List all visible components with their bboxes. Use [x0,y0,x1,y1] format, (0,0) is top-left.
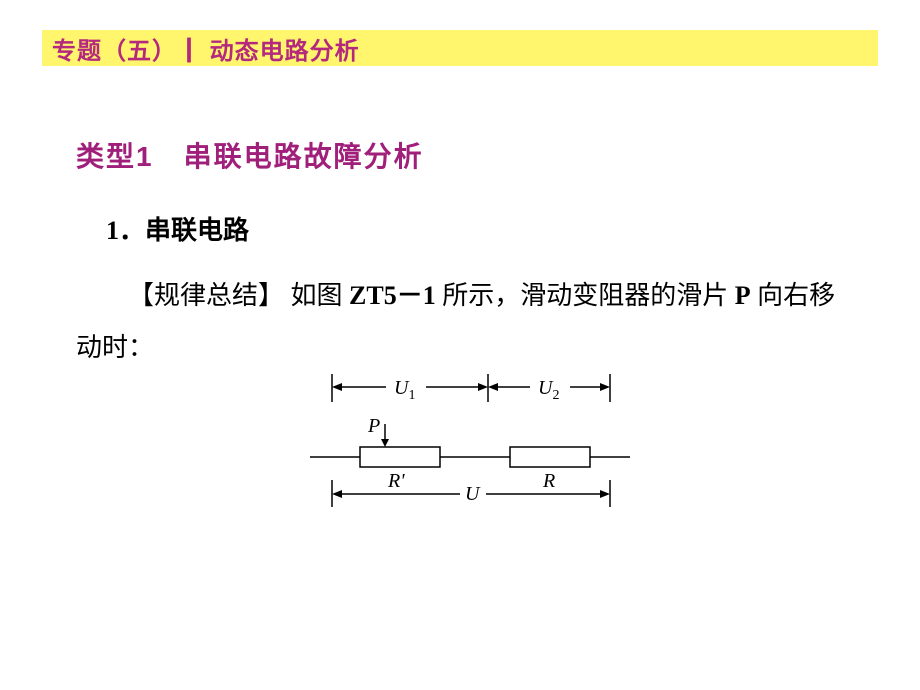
circuit-svg: P R' R U1 U2 U [300,362,640,512]
slider-arrow [381,439,389,447]
label-p: P [367,415,380,437]
header-title: 专题（五）┃ 动态电路分析 [52,31,360,66]
body-suffix: 所示，滑动变阻器的滑片 [436,281,735,310]
resistor-r [510,447,590,467]
body-prefix: 【规律总结】 如图 [128,281,349,310]
circuit-diagram: P R' R U1 U2 U [300,362,640,512]
label-u: U [465,483,481,505]
dim-u-arrow-left [332,490,342,498]
dim-u2-arrow-right [600,383,610,391]
subtitle: 1．串联电路 [106,210,249,247]
label-r: R [542,470,555,492]
dim-u2-arrow-left [488,383,498,391]
label-u1: U1 [394,377,415,403]
header-band: 专题（五）┃ 动态电路分析 [42,30,878,66]
resistor-r-prime [360,447,440,467]
dim-u1-arrow-right [478,383,488,391]
dim-u-arrow-right [600,490,610,498]
dim-u1-arrow-left [332,383,342,391]
label-u2: U2 [538,377,559,403]
label-r-prime: R' [387,470,405,492]
section-title: 类型1 串联电路故障分析 [76,135,424,175]
body-paragraph: 【规律总结】 如图 ZT5－1 所示，滑动变阻器的滑片 P 向右移动时： [76,270,844,374]
figure-ref: ZT5－1 [349,281,436,310]
slider-label: P [735,281,751,310]
